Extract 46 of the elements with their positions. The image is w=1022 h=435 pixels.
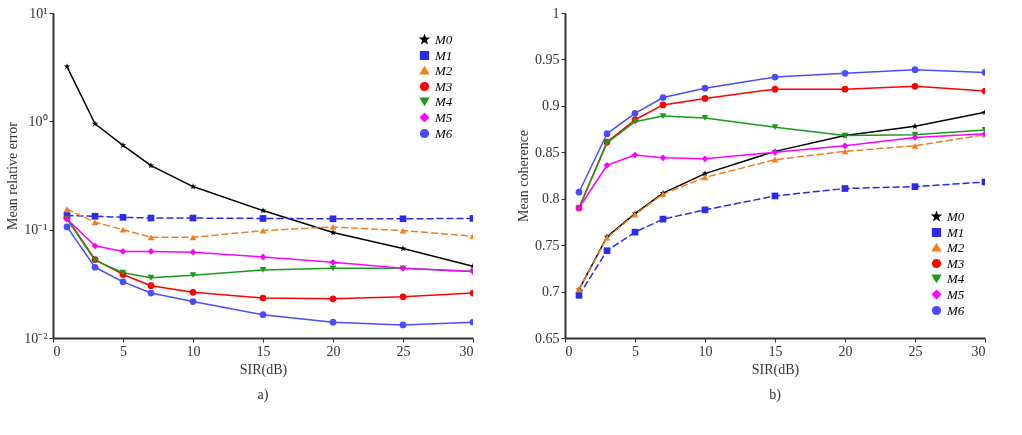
x-tick-label: 0	[53, 343, 61, 359]
legend-label: M4	[434, 93, 453, 109]
x-tick-label: 0	[565, 343, 573, 359]
y-tick-label: 0.65	[535, 330, 560, 346]
x-tick-label: 5	[120, 343, 127, 359]
legend-label: M6	[946, 302, 965, 318]
y-tick-label: 10¹	[29, 5, 48, 21]
x-tick-label: 30	[971, 343, 986, 359]
legend-label: M5	[434, 109, 453, 125]
x-tick-label: 25	[908, 343, 923, 359]
y-tick-label: 0.7	[542, 284, 560, 300]
y-tick-label: 10⁻²	[24, 330, 48, 346]
x-tick-label: 20	[838, 343, 853, 359]
y-tick-label: 0.8	[542, 191, 560, 207]
y-axis-title: Mean coherence	[516, 129, 531, 223]
legend-label: M3	[946, 255, 965, 271]
legend-label: M0	[946, 208, 965, 224]
legend-label: M2	[434, 62, 453, 78]
x-tick-label: 15	[256, 343, 271, 359]
legend-label: M1	[434, 47, 453, 63]
y-axis-title: Mean relative error	[5, 121, 21, 231]
y-tick-label: 0.9	[542, 98, 560, 114]
y-tick-label: 0.75	[535, 237, 560, 253]
legend-label: M2	[946, 239, 965, 255]
y-tick-label: 0.95	[535, 51, 560, 67]
x-tick-label: 30	[459, 343, 474, 359]
legend-label: M4	[946, 270, 965, 286]
text: a)	[257, 387, 269, 403]
x-tick-label: 25	[396, 343, 411, 359]
x-tick-label: 20	[326, 343, 341, 359]
text: b)	[769, 387, 782, 403]
legend-label: M1	[946, 224, 965, 240]
y-tick-label: 10⁻¹	[24, 222, 48, 238]
y-tick-label: 10⁰	[28, 113, 48, 129]
x-tick-label: 15	[768, 343, 783, 359]
y-tick-label: 1	[552, 5, 560, 21]
x-tick-label: 5	[632, 343, 639, 359]
x-axis-title: SIR(dB)	[239, 361, 288, 378]
legend-label: M5	[946, 286, 965, 302]
legend-label: M0	[434, 31, 453, 47]
legend-label: M3	[434, 78, 453, 94]
x-axis-title: SIR(dB)	[751, 361, 800, 378]
x-tick-label: 10	[698, 343, 713, 359]
y-tick-label: 0.85	[535, 144, 560, 160]
x-tick-label: 10	[186, 343, 201, 359]
legend-label: M6	[434, 125, 453, 141]
